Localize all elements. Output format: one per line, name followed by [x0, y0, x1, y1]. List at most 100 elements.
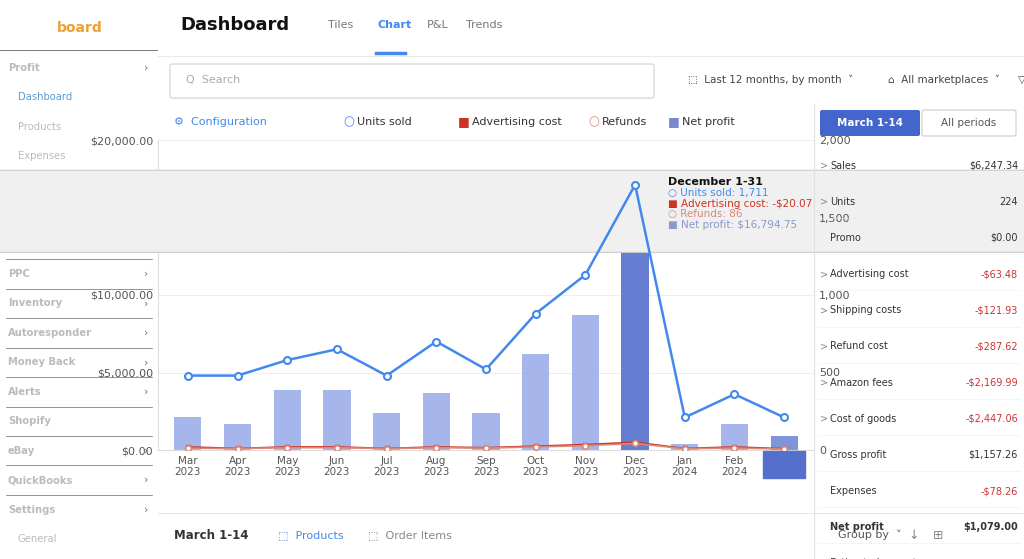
FancyBboxPatch shape [922, 110, 1016, 136]
Bar [174, 418, 202, 450]
Text: Net profit: Net profit [830, 522, 884, 532]
Text: ⌂  All marketplaces  ˅: ⌂ All marketplaces ˅ [888, 75, 1000, 86]
FancyBboxPatch shape [0, 170, 1024, 252]
Text: Units: Units [830, 197, 855, 207]
Bar [224, 424, 251, 450]
Text: >: > [820, 342, 828, 352]
Text: QuickBooks: QuickBooks [8, 475, 74, 485]
Text: ›: › [143, 446, 148, 456]
Text: ■ Advertising cost: -$20.07: ■ Advertising cost: -$20.07 [669, 198, 813, 209]
Text: ○: ○ [588, 116, 599, 129]
Bar [373, 413, 400, 450]
Text: Amazon fees: Amazon fees [830, 377, 893, 387]
Text: Cashflow: Cashflow [18, 210, 63, 220]
Text: ›: › [143, 328, 148, 338]
Text: Alerts: Alerts [8, 387, 42, 397]
Text: Trends: Trends [466, 20, 502, 30]
Text: Sales: Sales [830, 160, 856, 170]
Text: eBay: eBay [8, 446, 35, 456]
Bar [763, 451, 805, 478]
Text: Tiles: Tiles [328, 20, 353, 30]
Text: Expenses: Expenses [18, 151, 66, 162]
Text: >: > [820, 305, 828, 315]
Text: March 1-14: March 1-14 [837, 118, 903, 128]
Text: ○: ○ [343, 116, 354, 129]
Bar [273, 390, 301, 450]
Bar [622, 190, 649, 450]
Text: Advertising cost: Advertising cost [472, 117, 562, 127]
Text: ↓: ↓ [908, 529, 919, 542]
Text: Dashboard: Dashboard [18, 92, 73, 102]
Text: Net profit: Net profit [682, 117, 735, 127]
Bar [770, 436, 798, 450]
Text: seller: seller [12, 21, 55, 35]
Text: Shopify: Shopify [8, 416, 51, 427]
Text: >: > [820, 160, 828, 170]
Text: -$287.62: -$287.62 [975, 342, 1018, 352]
Text: Estimated payout: Estimated payout [830, 558, 916, 559]
Text: Settings: Settings [8, 505, 55, 515]
Text: ›: › [143, 505, 148, 515]
Bar [472, 413, 500, 450]
Text: Gross profit: Gross profit [830, 450, 887, 460]
Text: -$2,169.99: -$2,169.99 [966, 377, 1018, 387]
Text: >: > [820, 197, 828, 207]
Text: ›: › [143, 269, 148, 279]
Text: ⚙  Configuration: ⚙ Configuration [174, 117, 267, 127]
Text: Q  Search: Q Search [186, 75, 241, 85]
FancyBboxPatch shape [170, 64, 654, 98]
Text: Promo: Promo [830, 233, 861, 243]
Text: ›: › [143, 63, 148, 73]
Text: $6,247.34: $6,247.34 [969, 160, 1018, 170]
Text: PPC: PPC [8, 269, 30, 279]
Text: ›: › [143, 299, 148, 309]
Text: Autoresponder: Autoresponder [8, 328, 92, 338]
Text: Chart: Chart [378, 20, 412, 30]
Text: Refunds: Refunds [602, 117, 647, 127]
Text: >: > [820, 269, 828, 279]
Text: -$63.48: -$63.48 [981, 269, 1018, 279]
Bar [522, 354, 549, 450]
Text: $1,157.26: $1,157.26 [969, 450, 1018, 460]
Text: ▽  Filter: ▽ Filter [1018, 75, 1024, 85]
FancyBboxPatch shape [820, 110, 920, 136]
Text: Products: Products [18, 122, 61, 132]
Text: Inventory: Inventory [8, 299, 62, 309]
Text: $0.00: $0.00 [990, 233, 1018, 243]
Text: P&L: P&L [427, 20, 449, 30]
Text: board: board [57, 21, 102, 35]
Text: 224: 224 [999, 197, 1018, 207]
Text: Refund cost: Refund cost [830, 342, 888, 352]
Text: Advertising cost: Advertising cost [830, 269, 908, 279]
Text: -$2,447.06: -$2,447.06 [966, 414, 1018, 424]
Text: General: General [18, 534, 57, 544]
Text: ■: ■ [458, 116, 470, 129]
Text: -$121.93: -$121.93 [975, 305, 1018, 315]
Text: >: > [820, 414, 828, 424]
Text: $3,584.41: $3,584.41 [969, 558, 1018, 559]
Text: ⬚  Products: ⬚ Products [278, 530, 344, 540]
Text: ○ Units sold: 1,711: ○ Units sold: 1,711 [669, 188, 769, 198]
Text: LTV: LTV [18, 181, 35, 191]
Text: -$78.26: -$78.26 [981, 486, 1018, 496]
Text: Money Back: Money Back [8, 357, 76, 367]
Text: Dashboard: Dashboard [180, 16, 289, 34]
Text: Expenses: Expenses [830, 486, 877, 496]
Text: ○ Refunds: 86: ○ Refunds: 86 [669, 210, 742, 219]
Text: Reports: Reports [18, 240, 56, 250]
Text: ■ Net profit: $16,794.75: ■ Net profit: $16,794.75 [669, 220, 798, 230]
Text: Cost of goods: Cost of goods [830, 414, 896, 424]
Bar [571, 315, 599, 450]
Text: ›: › [143, 357, 148, 367]
Bar [423, 392, 450, 450]
Text: ⬚  Order Items: ⬚ Order Items [368, 530, 452, 540]
Text: All periods: All periods [941, 118, 996, 128]
Text: ■: ■ [668, 116, 680, 129]
Text: ⊞: ⊞ [933, 529, 943, 542]
Text: $1,079.00: $1,079.00 [964, 522, 1018, 532]
Text: December 1-31: December 1-31 [669, 177, 763, 187]
Text: ⬚  Last 12 months, by month  ˅: ⬚ Last 12 months, by month ˅ [688, 75, 853, 86]
Text: Group by  ˅: Group by ˅ [838, 530, 901, 541]
Text: ›: › [143, 475, 148, 485]
Text: ›: › [143, 387, 148, 397]
